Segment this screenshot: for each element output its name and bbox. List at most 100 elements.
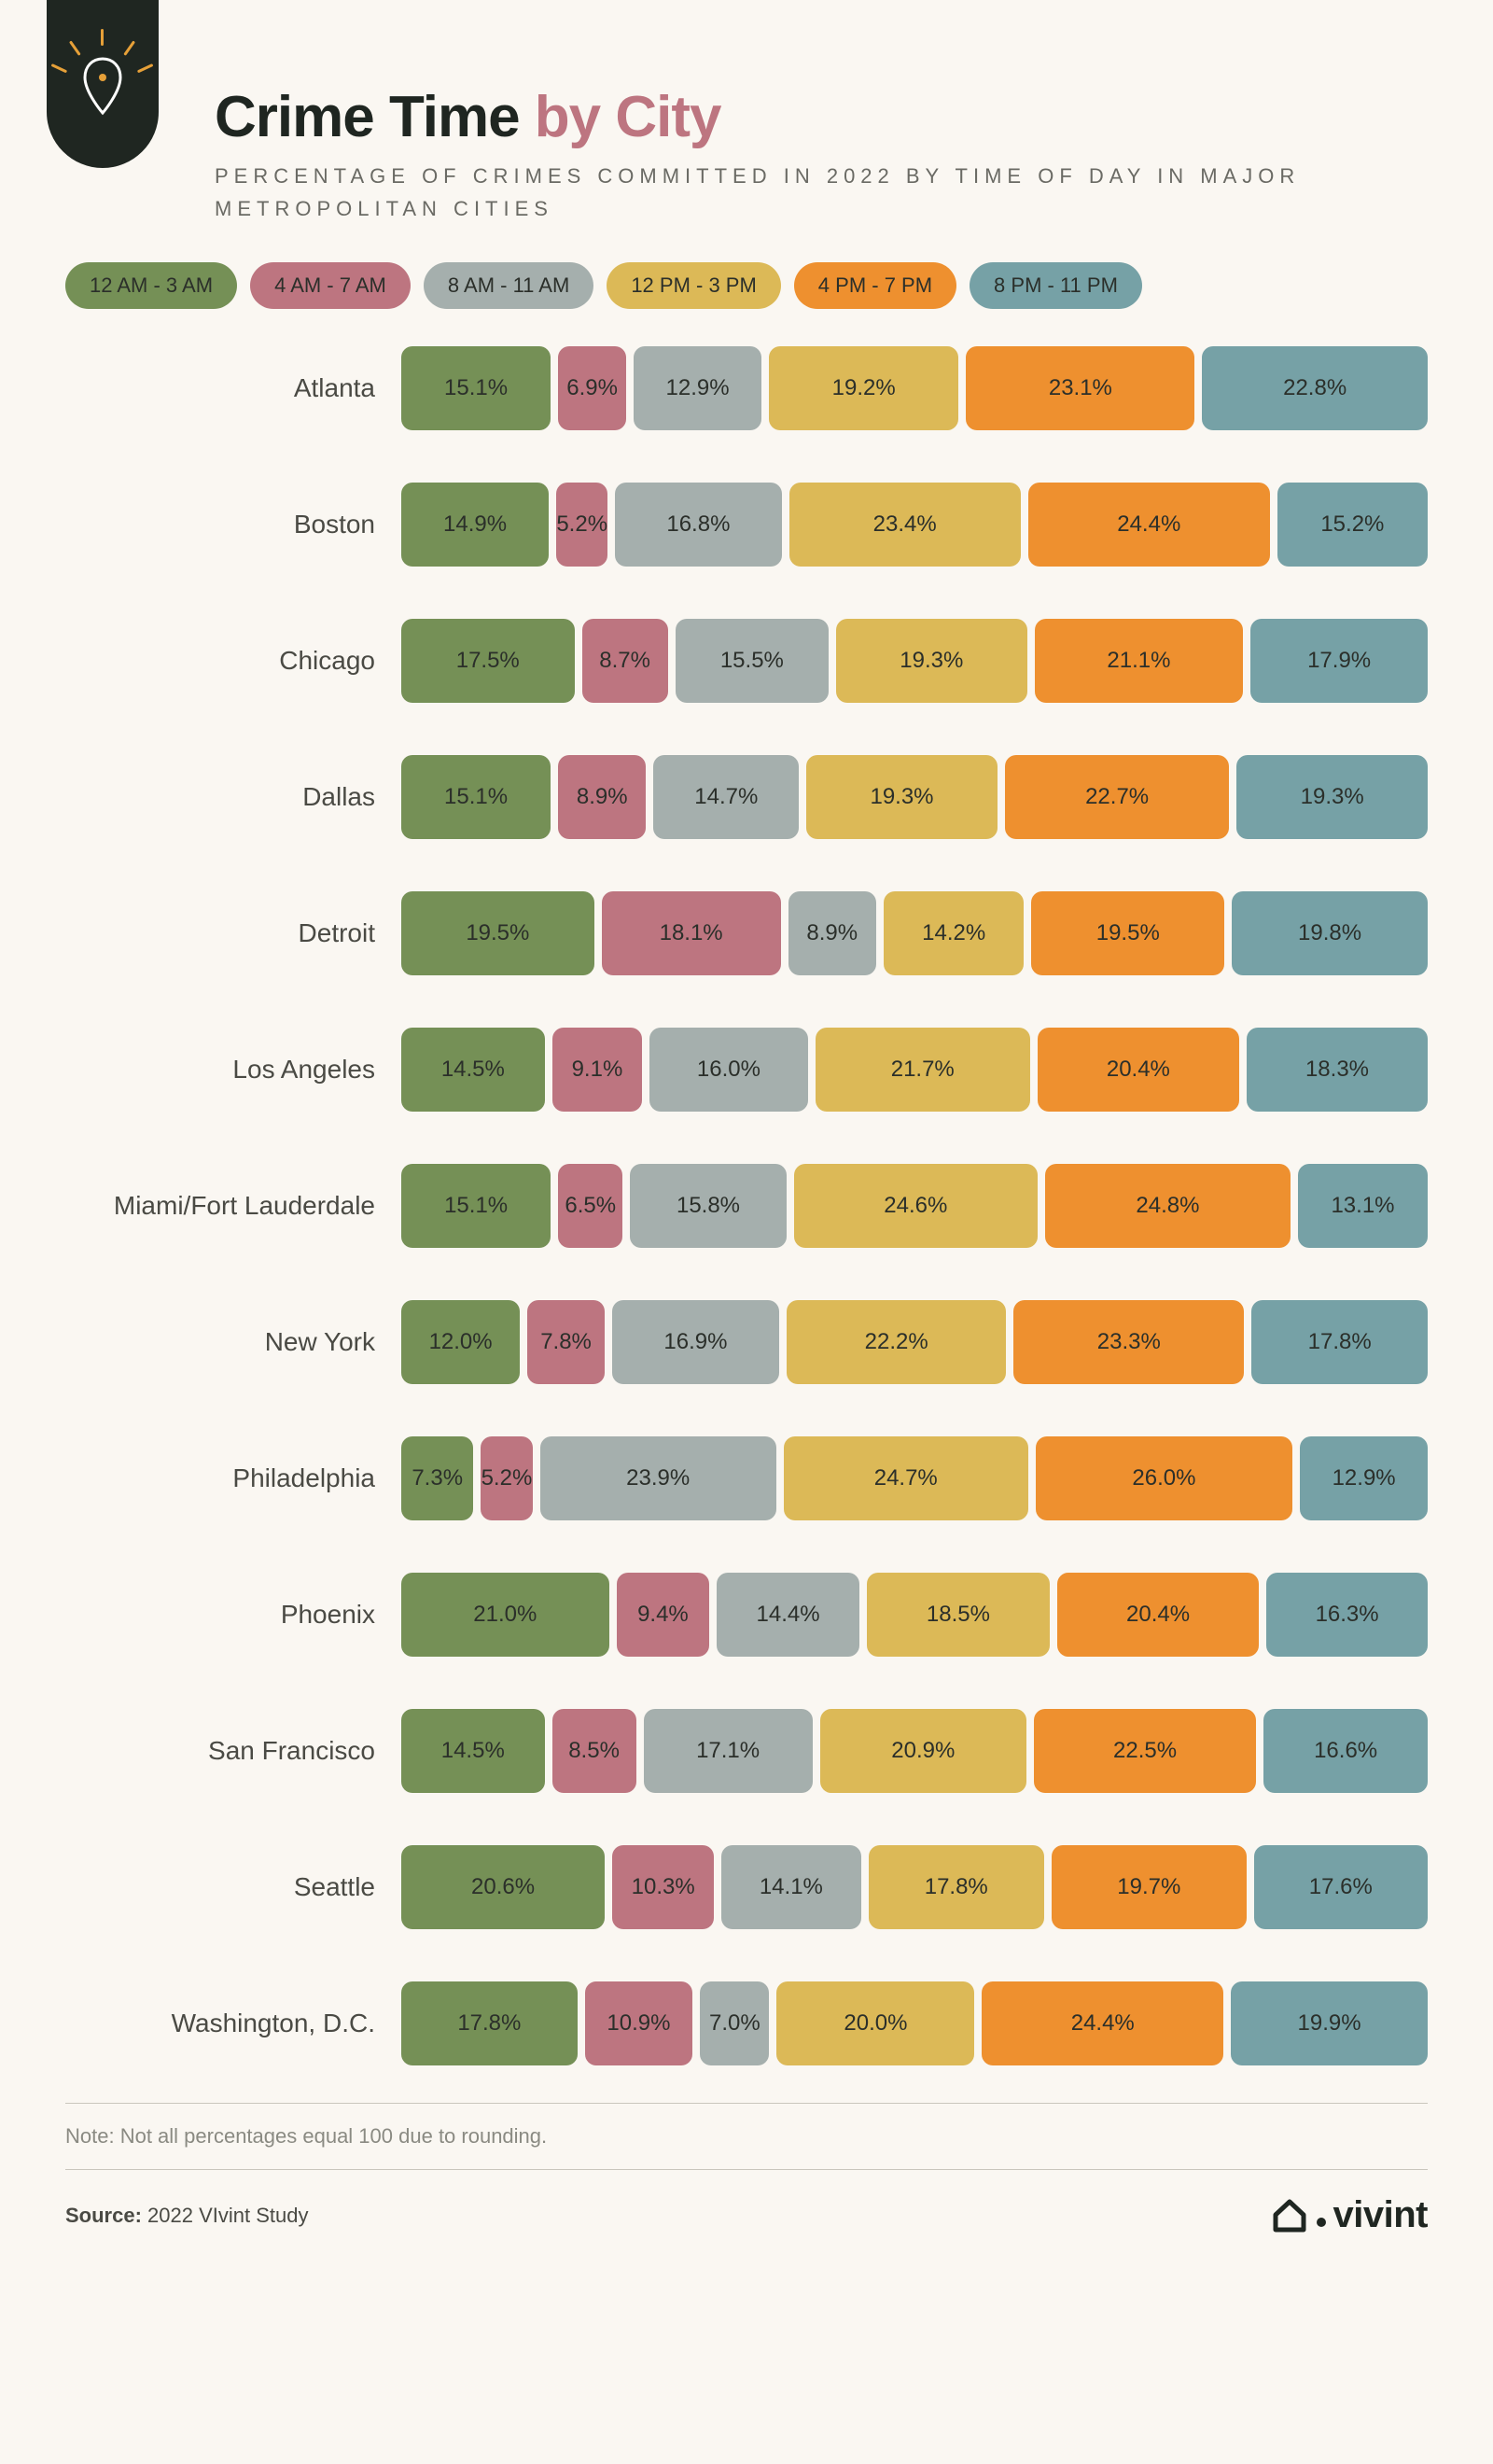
bar-segment: 8.7% [582, 619, 668, 703]
stacked-bar: 15.1%6.5%15.8%24.6%24.8%13.1% [401, 1164, 1428, 1248]
bar-segment: 19.3% [1236, 755, 1428, 839]
legend-item: 8 AM - 11 AM [424, 262, 593, 309]
bar-segment: 26.0% [1036, 1436, 1293, 1520]
city-label: Miami/Fort Lauderdale [65, 1191, 401, 1221]
legend-item: 12 PM - 3 PM [607, 262, 780, 309]
bar-segment: 15.1% [401, 1164, 551, 1248]
brand-logo: vivint [1270, 2194, 1428, 2236]
bar-segment: 15.1% [401, 755, 551, 839]
bar-segment: 17.6% [1254, 1845, 1428, 1929]
bar-segment: 12.9% [634, 346, 761, 430]
bar-segment: 14.5% [401, 1709, 545, 1793]
bar-segment: 17.5% [401, 619, 575, 703]
bar-segment: 15.5% [676, 619, 829, 703]
logo-badge [47, 0, 159, 168]
bar-segment: 19.5% [1031, 891, 1224, 975]
bar-segment: 15.8% [630, 1164, 787, 1248]
city-label: Dallas [65, 782, 401, 812]
bar-segment: 13.1% [1298, 1164, 1428, 1248]
bar-segment: 21.7% [816, 1028, 1030, 1112]
bar-segment: 6.5% [558, 1164, 622, 1248]
bar-segment: 8.5% [552, 1709, 636, 1793]
bar-segment: 14.7% [653, 755, 799, 839]
bar-segment: 17.9% [1250, 619, 1428, 703]
brand-dot-icon [1317, 2218, 1326, 2227]
city-label: Phoenix [65, 1600, 401, 1630]
title-main: Crime Time [215, 85, 535, 149]
chart-row: New York12.0%7.8%16.9%22.2%23.3%17.8% [65, 1300, 1428, 1384]
stacked-bar: 14.5%9.1%16.0%21.7%20.4%18.3% [401, 1028, 1428, 1112]
bar-segment: 18.5% [867, 1573, 1050, 1657]
bar-segment: 16.9% [612, 1300, 779, 1384]
bar-segment: 19.9% [1231, 1981, 1428, 2065]
bar-segment: 10.9% [585, 1981, 693, 2065]
stacked-bar: 14.9%5.2%16.8%23.4%24.4%15.2% [401, 483, 1428, 567]
city-label: Detroit [65, 918, 401, 948]
bar-segment: 18.1% [602, 891, 781, 975]
bar-segment: 24.8% [1045, 1164, 1291, 1248]
bar-segment: 14.5% [401, 1028, 545, 1112]
bar-segment: 6.9% [558, 346, 626, 430]
source-text: Source: 2022 VIvint Study [65, 2204, 309, 2228]
bar-segment: 16.6% [1263, 1709, 1428, 1793]
bar-segment: 21.0% [401, 1573, 609, 1657]
chart-row: Washington, D.C.17.8%10.9%7.0%20.0%24.4%… [65, 1981, 1428, 2065]
bar-segment: 8.9% [558, 755, 646, 839]
bar-segment: 22.8% [1202, 346, 1428, 430]
chart-row: Dallas15.1%8.9%14.7%19.3%22.7%19.3% [65, 755, 1428, 839]
brand-name: vivint [1333, 2194, 1428, 2236]
bar-segment: 24.4% [982, 1981, 1223, 2065]
bar-segment: 16.3% [1266, 1573, 1428, 1657]
legend-item: 8 PM - 11 PM [970, 262, 1142, 309]
bar-segment: 23.3% [1013, 1300, 1244, 1384]
chart-row: Chicago17.5%8.7%15.5%19.3%21.1%17.9% [65, 619, 1428, 703]
source-value: 2022 VIvint Study [147, 2204, 308, 2227]
bar-segment: 20.9% [820, 1709, 1026, 1793]
bar-segment: 19.3% [806, 755, 998, 839]
house-icon [1270, 2196, 1309, 2235]
chart-row: Detroit19.5%18.1%8.9%14.2%19.5%19.8% [65, 891, 1428, 975]
bar-segment: 14.2% [884, 891, 1025, 975]
page-title: Crime Time by City [215, 84, 1428, 150]
bar-segment: 22.5% [1034, 1709, 1256, 1793]
stacked-bar: 20.6%10.3%14.1%17.8%19.7%17.6% [401, 1845, 1428, 1929]
lightbulb-pin-icon [65, 42, 140, 135]
bar-segment: 19.7% [1052, 1845, 1247, 1929]
stacked-bar: 19.5%18.1%8.9%14.2%19.5%19.8% [401, 891, 1428, 975]
bar-segment: 14.4% [717, 1573, 859, 1657]
bar-segment: 8.9% [788, 891, 876, 975]
legend: 12 AM - 3 AM4 AM - 7 AM8 AM - 11 AM12 PM… [65, 262, 1428, 309]
stacked-bar: 14.5%8.5%17.1%20.9%22.5%16.6% [401, 1709, 1428, 1793]
city-label: San Francisco [65, 1736, 401, 1766]
chart-row: Atlanta15.1%6.9%12.9%19.2%23.1%22.8% [65, 346, 1428, 430]
bar-segment: 14.9% [401, 483, 549, 567]
stacked-bar: 17.8%10.9%7.0%20.0%24.4%19.9% [401, 1981, 1428, 2065]
bar-segment: 7.8% [527, 1300, 605, 1384]
chart-row: Miami/Fort Lauderdale15.1%6.5%15.8%24.6%… [65, 1164, 1428, 1248]
infographic-page: Crime Time by City PERCENTAGE OF CRIMES … [0, 0, 1493, 2292]
city-label: Washington, D.C. [65, 2009, 401, 2038]
stacked-bar: 17.5%8.7%15.5%19.3%21.1%17.9% [401, 619, 1428, 703]
bar-segment: 9.4% [617, 1573, 710, 1657]
city-label: Philadelphia [65, 1463, 401, 1493]
map-pin-icon [82, 57, 123, 117]
city-label: Boston [65, 510, 401, 539]
chart-row: Boston14.9%5.2%16.8%23.4%24.4%15.2% [65, 483, 1428, 567]
bar-segment: 5.2% [556, 483, 607, 567]
bar-segment: 16.0% [649, 1028, 808, 1112]
chart-row: Los Angeles14.5%9.1%16.0%21.7%20.4%18.3% [65, 1028, 1428, 1112]
bar-segment: 24.6% [794, 1164, 1038, 1248]
stacked-bar: 15.1%6.9%12.9%19.2%23.1%22.8% [401, 346, 1428, 430]
bar-segment: 5.2% [481, 1436, 532, 1520]
bar-segment: 9.1% [552, 1028, 642, 1112]
bar-segment: 20.4% [1057, 1573, 1259, 1657]
bar-segment: 12.0% [401, 1300, 520, 1384]
bar-segment: 24.4% [1028, 483, 1270, 567]
bar-segment: 7.3% [401, 1436, 473, 1520]
bar-segment: 23.9% [540, 1436, 776, 1520]
stacked-bar: 7.3%5.2%23.9%24.7%26.0%12.9% [401, 1436, 1428, 1520]
bar-segment: 20.4% [1038, 1028, 1239, 1112]
bar-segment: 17.1% [644, 1709, 813, 1793]
chart-row: Philadelphia7.3%5.2%23.9%24.7%26.0%12.9% [65, 1436, 1428, 1520]
legend-item: 4 PM - 7 PM [794, 262, 956, 309]
